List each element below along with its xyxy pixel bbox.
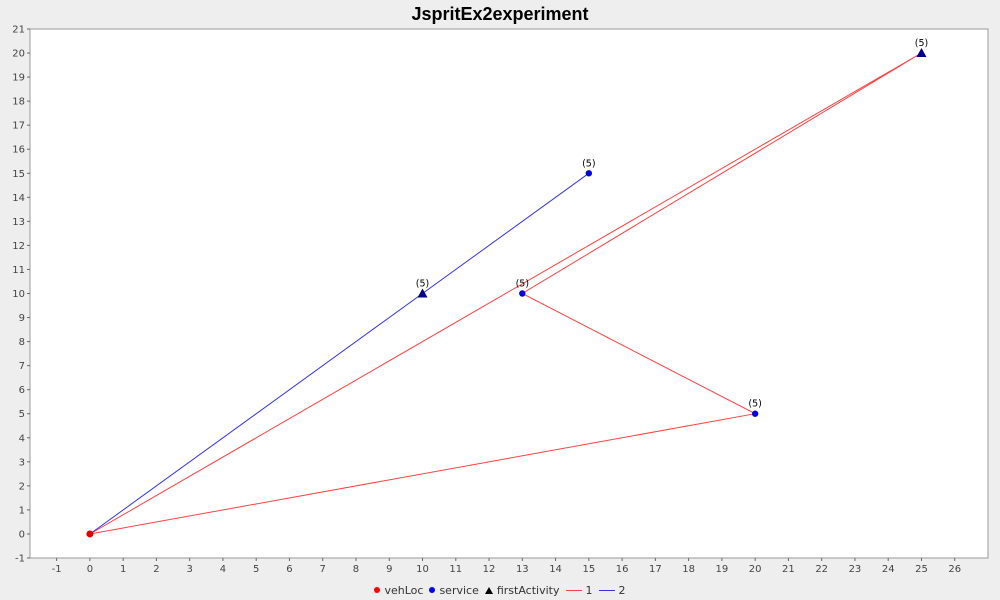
vehicle-location-point bbox=[86, 530, 94, 538]
legend-item-service: service bbox=[429, 583, 479, 597]
service-point-0 bbox=[585, 170, 593, 177]
y-tick-label-5: 5 bbox=[19, 409, 25, 420]
y-tick-label-14: 14 bbox=[12, 193, 25, 204]
y-tick-label-2: 2 bbox=[19, 481, 25, 492]
data-label-3: (5) bbox=[416, 279, 429, 290]
x-tick-label-24: 24 bbox=[882, 564, 895, 575]
x-axis: -1 0 1 2 3 4 5 6 7 8 9 10 11 12 13 14 15 16 17 18 19 20 21 22 23… bbox=[52, 558, 961, 575]
legend-item-1: 1 bbox=[565, 583, 593, 597]
legend-label-service: service bbox=[439, 583, 479, 597]
y-tick-label-19: 19 bbox=[12, 73, 25, 84]
y-tick-label-20: 20 bbox=[12, 49, 25, 60]
scatter-plot: (5)(5)(5)(5)(5) -1 0 1 2 3 4 5 6 7 8 9 10 11 12 13 14 15… bbox=[12, 25, 989, 575]
x-tick-label-15: 15 bbox=[582, 564, 595, 575]
x-tick-label-16: 16 bbox=[616, 564, 629, 575]
y-tick-label--1: -1 bbox=[15, 554, 25, 565]
y-tick-label-8: 8 bbox=[19, 337, 25, 348]
plot-area bbox=[29, 28, 989, 559]
x-tick-label--1: -1 bbox=[52, 564, 62, 575]
legend-symbol-1 bbox=[565, 589, 582, 591]
data-label-4: (5) bbox=[915, 38, 928, 49]
x-tick-label-2: 2 bbox=[153, 564, 159, 575]
x-tick-label-10: 10 bbox=[416, 564, 429, 575]
y-tick-label-7: 7 bbox=[19, 361, 25, 372]
points-layer: (5) (5) (5) (5) (5) bbox=[86, 38, 928, 538]
y-tick-label-18: 18 bbox=[12, 97, 25, 108]
x-tick-label-8: 8 bbox=[353, 564, 359, 575]
service-point-2 bbox=[751, 410, 759, 417]
first-activity-point-3 bbox=[417, 288, 428, 298]
y-tick-label-17: 17 bbox=[12, 121, 25, 132]
x-tick-label-26: 26 bbox=[948, 564, 961, 575]
legend-label-firstActivity: firstActivity bbox=[496, 583, 560, 597]
y-tick-label-1: 1 bbox=[19, 505, 25, 516]
x-tick-label-5: 5 bbox=[253, 564, 259, 575]
x-tick-label-18: 18 bbox=[682, 564, 695, 575]
legend-item-2: 2 bbox=[598, 583, 626, 597]
y-tick-label-9: 9 bbox=[19, 313, 25, 324]
legend-symbol-firstActivity bbox=[484, 586, 493, 594]
x-tick-label-25: 25 bbox=[915, 564, 928, 575]
y-tick-label-12: 12 bbox=[12, 241, 25, 252]
x-tick-label-3: 3 bbox=[186, 564, 192, 575]
first-activity-point-4 bbox=[916, 48, 927, 58]
x-tick-label-1: 1 bbox=[120, 564, 126, 575]
y-tick-label-3: 3 bbox=[19, 457, 25, 468]
x-tick-label-6: 6 bbox=[286, 564, 292, 575]
legend: vehLoc service firstActivity 1 2 bbox=[0, 580, 1000, 600]
legend-label-vehLoc: vehLoc bbox=[384, 583, 424, 597]
legend-label-2: 2 bbox=[618, 583, 626, 597]
x-tick-label-12: 12 bbox=[483, 564, 496, 575]
legend-item-vehLoc: vehLoc bbox=[374, 584, 423, 597]
x-tick-label-22: 22 bbox=[815, 564, 828, 575]
service-point-1 bbox=[519, 290, 526, 297]
x-tick-label-7: 7 bbox=[320, 564, 326, 575]
x-tick-label-21: 21 bbox=[782, 564, 795, 575]
x-tick-label-19: 19 bbox=[716, 564, 729, 575]
legend-label-1: 1 bbox=[585, 583, 593, 597]
legend-symbol-2 bbox=[598, 589, 615, 591]
x-tick-label-4: 4 bbox=[220, 564, 226, 575]
y-tick-label-16: 16 bbox=[12, 145, 25, 156]
y-tick-label-21: 21 bbox=[12, 25, 25, 36]
y-tick-label-13: 13 bbox=[12, 217, 25, 228]
x-tick-label-0: 0 bbox=[87, 564, 93, 575]
y-tick-label-15: 15 bbox=[12, 169, 25, 180]
y-tick-label-0: 0 bbox=[19, 529, 25, 540]
legend-symbol-vehLoc bbox=[374, 587, 381, 593]
chart-title: JspritEx2experiment bbox=[411, 4, 589, 24]
x-tick-label-11: 11 bbox=[449, 564, 462, 575]
x-tick-label-9: 9 bbox=[386, 564, 392, 575]
data-label-0: (5) bbox=[582, 158, 595, 169]
data-label-2: (5) bbox=[748, 399, 761, 410]
y-tick-label-6: 6 bbox=[19, 385, 25, 396]
x-tick-label-23: 23 bbox=[849, 564, 862, 575]
legend-item-firstActivity: firstActivity bbox=[484, 583, 560, 597]
x-tick-label-14: 14 bbox=[549, 564, 562, 575]
x-tick-label-20: 20 bbox=[749, 564, 762, 575]
x-tick-label-13: 13 bbox=[516, 564, 529, 575]
y-tick-label-4: 4 bbox=[19, 433, 25, 444]
data-label-1: (5) bbox=[516, 279, 529, 290]
x-tick-label-17: 17 bbox=[649, 564, 662, 575]
y-tick-label-11: 11 bbox=[12, 265, 25, 276]
y-tick-label-10: 10 bbox=[12, 289, 25, 300]
legend-symbol-service bbox=[429, 587, 436, 593]
